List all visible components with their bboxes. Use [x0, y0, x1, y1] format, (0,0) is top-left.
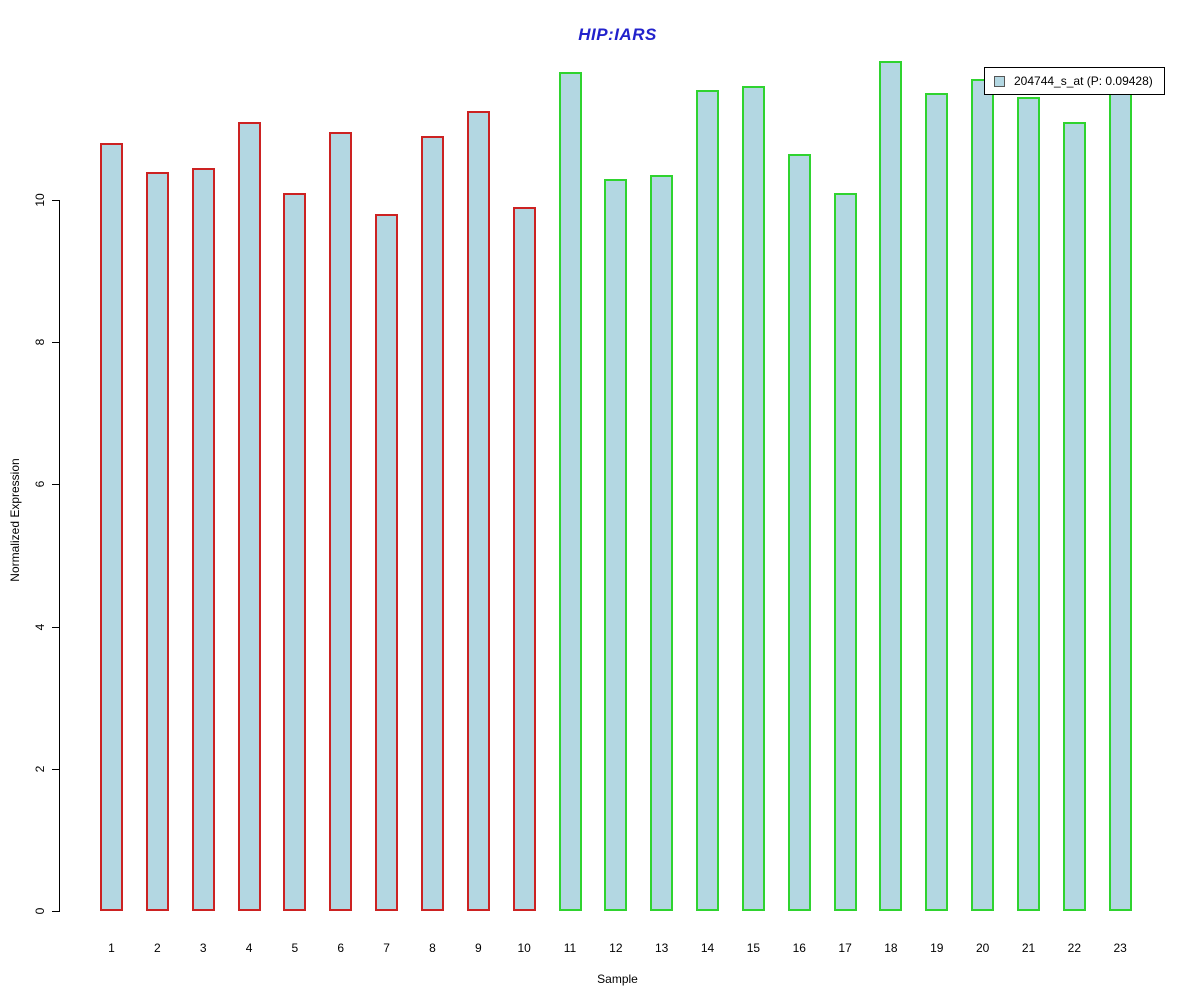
bar-sample-1 [100, 143, 123, 911]
bar-sample-18 [879, 61, 903, 911]
x-tick-label-12: 12 [609, 941, 623, 955]
bar-sample-10 [512, 207, 536, 911]
x-tick-label-5: 5 [291, 941, 299, 955]
x-axis-title: Sample [597, 972, 638, 986]
x-tick-label-6: 6 [337, 941, 345, 955]
x-tick-label-16: 16 [792, 941, 806, 955]
x-tick-label-23: 23 [1113, 941, 1127, 955]
y-tick-label-0: 0 [33, 907, 47, 915]
bar-sample-6 [329, 132, 353, 911]
x-tick-label-21: 21 [1021, 941, 1036, 955]
bar-sample-9 [466, 111, 490, 911]
bar-sample-13 [650, 175, 674, 911]
legend-series-label: 204744_s_at (P: 0.09428) [1014, 74, 1153, 88]
bar-sample-15 [741, 86, 765, 911]
x-tick-label-2: 2 [154, 941, 161, 955]
x-tick-label-22: 22 [1067, 941, 1082, 955]
bar-sample-7 [375, 214, 399, 911]
y-tick-2 [52, 768, 59, 770]
x-tick-label-10: 10 [517, 941, 531, 955]
bar-sample-5 [283, 192, 307, 911]
x-tick-label-9: 9 [474, 941, 482, 955]
y-tick-10 [52, 200, 59, 201]
bar-sample-3 [191, 168, 215, 911]
y-tick-8 [52, 342, 59, 344]
x-tick-label-11: 11 [563, 941, 577, 955]
y-axis [59, 200, 60, 912]
x-tick-label-13: 13 [655, 941, 669, 955]
x-tick-label-18: 18 [884, 941, 898, 955]
x-tick-label-8: 8 [429, 941, 436, 955]
bar-sample-21 [1017, 96, 1040, 911]
bar-sample-8 [420, 136, 444, 911]
bar-sample-20 [971, 79, 995, 911]
bar-sample-23 [1108, 89, 1132, 911]
bar-sample-4 [237, 121, 261, 911]
y-tick-6 [52, 484, 59, 486]
bar-sample-16 [787, 153, 811, 911]
y-tick-0 [52, 911, 59, 912]
y-tick-label-4: 4 [33, 623, 47, 630]
bar-sample-2 [145, 171, 169, 911]
x-tick-label-15: 15 [746, 941, 761, 955]
bar-sample-17 [833, 192, 857, 911]
y-tick-label-2: 2 [33, 765, 47, 773]
x-tick-label-17: 17 [838, 941, 852, 955]
x-tick-label-4: 4 [245, 941, 253, 955]
x-tick-label-3: 3 [199, 941, 207, 955]
x-tick-label-19: 19 [930, 941, 944, 955]
x-tick-label-14: 14 [700, 941, 715, 955]
bar-sample-11 [558, 72, 582, 911]
y-tick-label-10: 10 [33, 193, 47, 207]
legend: 204744_s_at (P: 0.09428) [984, 67, 1165, 95]
bar-sample-14 [696, 89, 720, 911]
x-tick-label-7: 7 [383, 941, 390, 955]
bar-sample-22 [1062, 121, 1086, 911]
y-axis-title: Normalized Expression [8, 458, 22, 582]
bar-sample-12 [604, 178, 628, 911]
x-tick-label-20: 20 [975, 941, 990, 955]
y-tick-4 [52, 626, 59, 628]
x-tick-label-1: 1 [108, 941, 115, 955]
legend-swatch-icon [994, 75, 1005, 87]
chart-title: HIP:IARS [578, 25, 657, 44]
y-tick-label-6: 6 [33, 481, 47, 488]
y-tick-label-8: 8 [33, 338, 47, 346]
bar-sample-19 [925, 93, 949, 911]
